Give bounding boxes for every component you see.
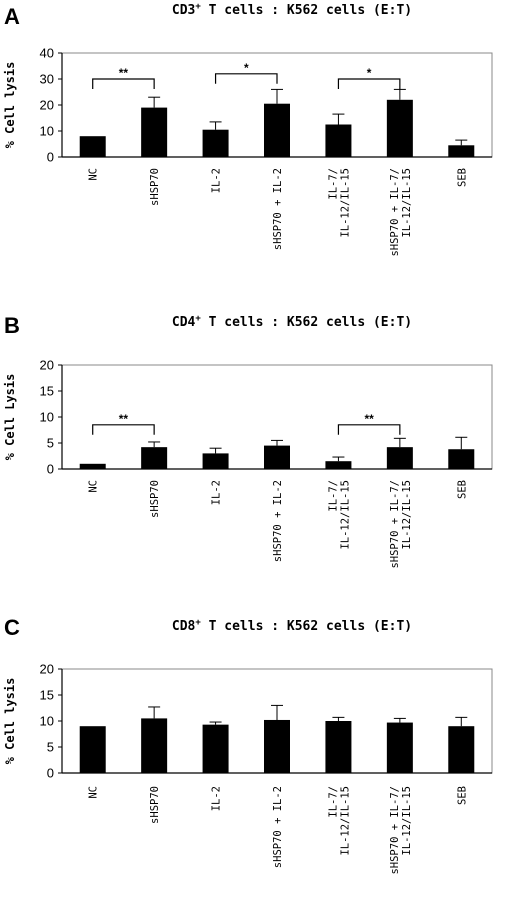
bar-0 [79,463,106,469]
bar-2 [202,129,229,157]
y-tick-label: 20 [40,358,54,373]
y-axis-label: % Cell lysis [3,678,17,765]
category-label: IL-12/IL-15 [401,168,413,238]
bar-0 [79,136,106,157]
bar-6 [448,726,475,773]
y-tick-label: 0 [47,462,54,477]
bar-3 [264,445,290,469]
category-label: IL-12/IL-15 [401,786,413,856]
category-label: IL-12/IL-15 [339,786,351,856]
bar-2 [202,724,229,773]
chart-panel-a: A CD3+ T cells : K562 cells (E:T) 0 10 20 30 4… [3,2,493,257]
chart-title: CD4+ T cells : K562 cells (E:T) [172,314,412,330]
category-label: sHSP70 + IL-2 [272,786,284,868]
chart-title: CD8+ T cells : K562 cells (E:T) [172,618,412,634]
category-label: sHSP70 + IL-2 [272,480,284,562]
bar-4 [325,124,352,157]
bar-5 [386,99,413,157]
y-tick-label: 30 [40,72,54,87]
y-tick-label: 5 [47,740,54,755]
panel-letter: C [4,615,20,640]
bar-2 [202,453,229,469]
category-label: sHSP70 [149,168,161,206]
y-tick-label: 15 [40,384,54,399]
category-label: sHSP70 [149,786,161,824]
category-label: NC [88,480,100,493]
bar-0 [79,726,106,773]
category-label: IL-2 [211,480,223,505]
y-tick-label: 20 [40,98,54,113]
category-label: NC [88,786,100,799]
y-tick-label: 0 [47,766,54,781]
significance-label: * [367,66,372,80]
bar-5 [386,447,413,469]
bar-6 [448,449,475,469]
category-label: IL-12/IL-15 [339,168,351,238]
y-tick-label: 5 [47,436,54,451]
category-label: IL-2 [211,786,223,811]
panel-letter: A [4,4,20,29]
bar-4 [325,721,352,773]
bar-3 [264,103,290,157]
bar-4 [325,461,352,469]
category-label: IL-12/IL-15 [339,480,351,550]
y-tick-label: 0 [47,150,54,165]
significance-bracket [337,78,401,89]
bar-1 [141,447,168,469]
chart-title: CD3+ T cells : K562 cells (E:T) [172,2,412,18]
bar-1 [141,718,168,773]
category-label: NC [88,168,100,181]
y-tick-label: 10 [40,410,54,425]
bar-5 [386,722,413,773]
significance-label: ** [364,412,374,426]
y-tick-label: 10 [40,714,54,729]
significance-bracket [337,424,401,435]
category-label: IL-12/IL-15 [401,480,413,550]
y-tick-label: 40 [40,46,54,61]
significance-label: ** [119,412,129,426]
y-axis-label: % Cell lysis [3,62,17,149]
category-label: IL-7/ [327,168,339,200]
category-label: IL-7/ [327,480,339,512]
category-label: SEB [456,480,468,499]
chart-panel-b: B CD4+ T cells : K562 cells (E:T) 0 5 10 15 20… [3,313,493,569]
y-tick-label: 10 [40,124,54,139]
category-label: SEB [456,168,468,187]
significance-bracket [92,78,155,89]
y-tick-label: 15 [40,688,54,703]
category-label: sHSP70 + IL-7/ [389,480,401,569]
category-label: sHSP70 [149,480,161,518]
significance-bracket [214,73,278,84]
category-label: SEB [456,786,468,805]
bar-6 [448,145,475,157]
category-label: sHSP70 + IL-7/ [389,168,401,257]
y-axis-label: % Cell Lysis [3,374,17,461]
category-label: IL-7/ [327,786,339,818]
panel-letter: B [4,313,20,338]
category-label: sHSP70 + IL-2 [272,168,284,250]
significance-label: ** [119,66,129,80]
bar-1 [141,107,168,157]
significance-bracket [92,424,155,435]
category-label: sHSP70 + IL-7/ [389,786,401,875]
significance-label: * [244,61,249,75]
bar-3 [264,719,290,773]
category-label: IL-2 [211,168,223,193]
y-tick-label: 20 [40,662,54,677]
chart-panel-c: C CD8+ T cells : K562 cells (E:T) 0 5 10 15 20… [3,615,493,875]
